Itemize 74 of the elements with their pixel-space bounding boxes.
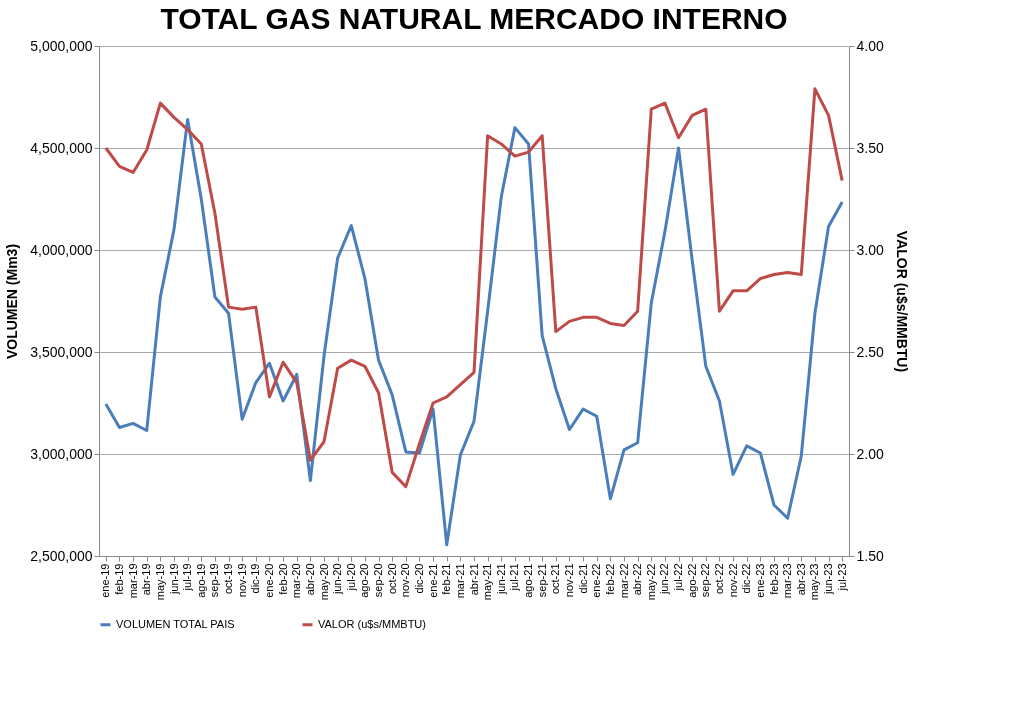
x-tick-label: ago-19 bbox=[194, 563, 207, 598]
x-tick-label: nov-22 bbox=[726, 563, 739, 598]
x-tick-label: sep-21 bbox=[535, 563, 548, 598]
y2-tick-label: 4.00 bbox=[856, 37, 884, 54]
x-tick-label: sep-20 bbox=[372, 563, 385, 598]
chart-title: TOTAL GAS NATURAL MERCADO INTERNO bbox=[160, 2, 788, 35]
y2-tick-label: 1.50 bbox=[856, 547, 884, 564]
x-tick-label: oct-19 bbox=[222, 563, 235, 595]
x-tick-label: mar-20 bbox=[290, 563, 303, 599]
x-tick-label: nov-21 bbox=[562, 563, 575, 598]
x-tick-label: jun-23 bbox=[822, 563, 835, 596]
x-tick-label: nov-19 bbox=[235, 563, 248, 598]
x-tick-label: dic-21 bbox=[576, 563, 589, 594]
x-tick-label: ene-23 bbox=[753, 563, 766, 598]
x-tick-label: ene-19 bbox=[99, 563, 112, 598]
legend-label: VALOR (u$s/MMBTU) bbox=[318, 617, 426, 630]
x-tick-label: sep-22 bbox=[699, 563, 712, 598]
x-tick-label: dic-20 bbox=[412, 563, 425, 594]
x-tick-label: jun-22 bbox=[658, 563, 671, 596]
x-tick-label: jul-20 bbox=[344, 563, 357, 592]
y2-tick-label: 2.50 bbox=[856, 343, 884, 360]
y2-tick-label: 2.00 bbox=[856, 445, 884, 462]
x-tick-label: abr-22 bbox=[631, 563, 644, 596]
x-tick-label: abr-19 bbox=[140, 563, 153, 596]
x-tick-label: may-22 bbox=[644, 563, 657, 601]
x-tick-label: ene-22 bbox=[590, 563, 603, 598]
x-tick-label: jun-20 bbox=[331, 563, 344, 596]
x-tick-label: abr-20 bbox=[303, 563, 316, 596]
x-tick-label: oct-22 bbox=[712, 563, 725, 595]
x-tick-label: jun-19 bbox=[167, 563, 180, 596]
x-tick-label: jul-22 bbox=[672, 563, 685, 592]
x-tick-label: oct-21 bbox=[549, 563, 562, 595]
x-tick-label: sep-19 bbox=[208, 563, 221, 598]
x-tick-label: mar-19 bbox=[126, 563, 139, 599]
y-tick-label: 5,000,000 bbox=[30, 37, 93, 54]
line-series bbox=[104, 117, 844, 547]
x-tick-label: ago-22 bbox=[685, 563, 698, 598]
y-tick-label: 4,500,000 bbox=[30, 139, 93, 156]
x-tick-label: abr-21 bbox=[467, 563, 480, 596]
x-tick-label: feb-20 bbox=[276, 563, 289, 595]
x-tick-label: mar-21 bbox=[453, 563, 466, 599]
x-tick-label: feb-22 bbox=[603, 563, 616, 595]
x-tick-label: dic-22 bbox=[740, 563, 753, 594]
y-tick-label: 3,500,000 bbox=[30, 343, 93, 360]
x-tick-label: may-20 bbox=[317, 563, 330, 601]
x-tick-label: ene-21 bbox=[426, 563, 439, 598]
x-tick-label: abr-23 bbox=[794, 563, 807, 596]
x-tick-label: ene-20 bbox=[262, 563, 275, 598]
y2-tick-label: 3.50 bbox=[856, 139, 884, 156]
x-tick-label: mar-23 bbox=[781, 563, 794, 599]
x-tick-label: jul-23 bbox=[835, 563, 848, 592]
x-tick-label: mar-22 bbox=[617, 563, 630, 599]
y-axis-title: VOLUMEN (Mm3) bbox=[4, 243, 21, 360]
x-tick-label: ago-20 bbox=[358, 563, 371, 598]
y2-axis-title: VALOR (u$s/MMBTU) bbox=[893, 230, 910, 373]
y-tick-label: 3,000,000 bbox=[30, 445, 93, 462]
x-tick-label: may-19 bbox=[153, 563, 166, 601]
x-tick-label: ago-21 bbox=[522, 563, 535, 598]
x-tick-label: feb-21 bbox=[440, 563, 453, 595]
line-series bbox=[104, 87, 844, 489]
x-tick-label: feb-19 bbox=[112, 563, 125, 595]
legend-label: VOLUMEN TOTAL PAIS bbox=[116, 617, 235, 630]
x-tick-label: may-23 bbox=[808, 563, 821, 601]
x-tick-label: dic-19 bbox=[249, 563, 262, 594]
x-tick-label: feb-23 bbox=[767, 563, 780, 595]
x-tick-label: jul-21 bbox=[508, 563, 521, 592]
y-tick-label: 2,500,000 bbox=[30, 547, 93, 564]
x-tick-label: jul-19 bbox=[181, 563, 194, 592]
x-tick-label: may-21 bbox=[481, 563, 494, 601]
y2-tick-label: 3.00 bbox=[856, 241, 884, 258]
x-tick-label: oct-20 bbox=[385, 563, 398, 595]
y-tick-label: 4,000,000 bbox=[30, 241, 93, 258]
x-tick-label: jun-21 bbox=[494, 563, 507, 596]
x-tick-label: nov-20 bbox=[399, 563, 412, 598]
